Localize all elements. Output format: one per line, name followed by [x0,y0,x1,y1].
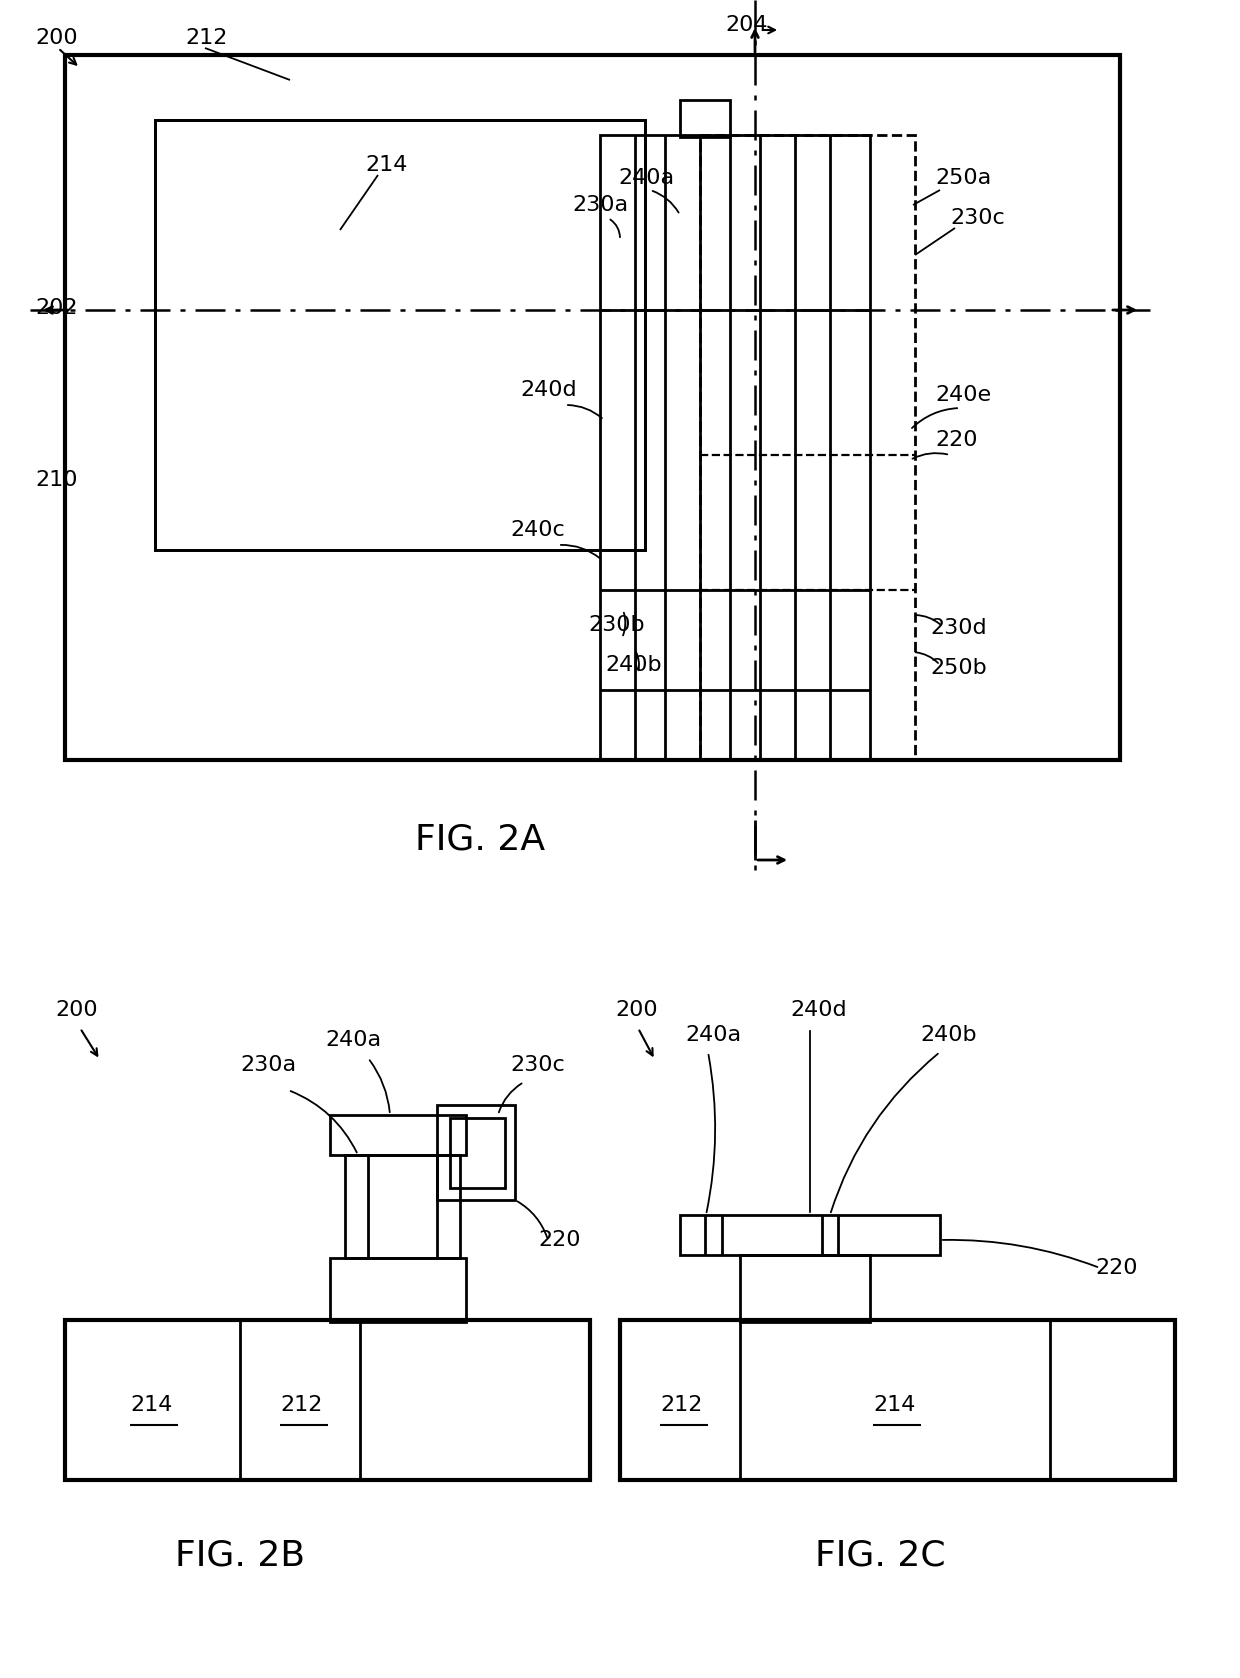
Bar [345,1154,460,1258]
Bar [64,1321,590,1480]
Text: 240b: 240b [920,1025,977,1045]
Text: 204: 204 [725,15,768,35]
Text: 250b: 250b [930,658,987,678]
Text: FIG. 2C: FIG. 2C [815,1539,945,1572]
Text: 240d: 240d [520,379,577,399]
Text: 230a: 230a [572,195,629,215]
Bar [620,1321,1176,1480]
Bar [330,1258,466,1322]
Text: 200: 200 [615,1000,657,1020]
Text: 240c: 240c [510,520,564,540]
Text: 240a: 240a [325,1030,381,1050]
Text: 200: 200 [35,29,78,49]
Text: 240b: 240b [605,654,662,675]
Text: 212: 212 [280,1394,324,1415]
Text: 200: 200 [55,1000,98,1020]
Text: FIG. 2A: FIG. 2A [415,822,546,857]
Text: 240e: 240e [935,384,991,404]
Text: 212: 212 [185,29,227,49]
Text: 230d: 230d [930,618,987,638]
Text: FIG. 2B: FIG. 2B [175,1539,305,1572]
Bar [450,1118,505,1188]
Text: 210: 210 [35,470,77,490]
Bar [600,134,870,760]
Bar [740,1255,870,1322]
Text: 202: 202 [35,299,77,319]
Text: 214: 214 [130,1394,174,1415]
Text: 240a: 240a [618,168,675,188]
Text: 230a: 230a [241,1055,296,1076]
Bar [680,1215,940,1255]
Bar [701,134,915,760]
Text: 250a: 250a [935,168,991,188]
Text: 214: 214 [874,1394,916,1415]
Text: 214: 214 [365,154,408,175]
Text: 220: 220 [935,430,977,450]
Text: 240d: 240d [790,1000,847,1020]
Text: 220: 220 [538,1230,580,1250]
Bar [436,1106,515,1200]
Text: 230c: 230c [950,208,1004,228]
Bar [330,1114,466,1154]
Text: 230b: 230b [588,616,645,634]
Text: 212: 212 [661,1394,703,1415]
Text: 220: 220 [1095,1258,1137,1279]
Bar [680,101,730,138]
Bar [155,121,645,550]
Text: 240a: 240a [684,1025,742,1045]
Text: 230c: 230c [510,1055,564,1076]
Bar [64,55,1120,760]
Bar [155,121,645,550]
